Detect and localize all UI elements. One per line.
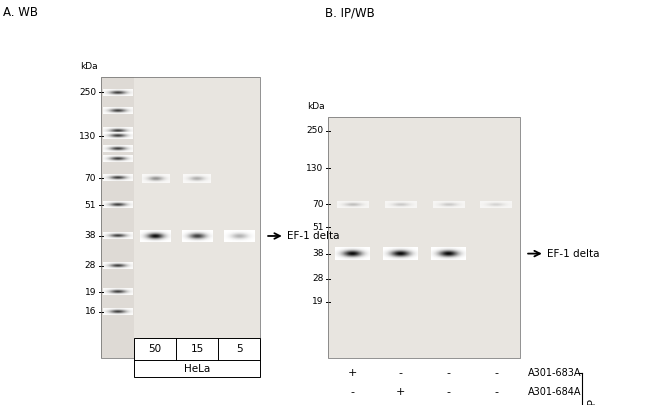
Text: 250: 250 xyxy=(307,126,324,135)
Text: 51: 51 xyxy=(84,200,96,209)
Text: 15: 15 xyxy=(190,344,203,354)
Bar xyxy=(101,77,260,358)
Bar xyxy=(134,338,260,377)
Text: HeLa: HeLa xyxy=(184,364,210,374)
Text: -: - xyxy=(398,368,402,378)
Text: 250: 250 xyxy=(79,88,96,97)
Text: EF-1 delta: EF-1 delta xyxy=(287,231,339,241)
Text: 51: 51 xyxy=(312,223,324,232)
Text: 38: 38 xyxy=(84,232,96,241)
Text: A. WB: A. WB xyxy=(3,6,38,19)
Text: 70: 70 xyxy=(84,174,96,183)
Text: -: - xyxy=(494,368,498,378)
Text: A301-683A: A301-683A xyxy=(528,368,581,378)
Text: B. IP/WB: B. IP/WB xyxy=(325,6,375,19)
Text: IP: IP xyxy=(587,397,597,405)
Text: kDa: kDa xyxy=(307,102,325,111)
Text: EF-1 delta: EF-1 delta xyxy=(547,249,599,259)
Text: 19: 19 xyxy=(312,297,324,306)
Text: 38: 38 xyxy=(312,249,324,258)
Bar xyxy=(328,117,520,358)
Text: -: - xyxy=(350,388,354,397)
Text: +: + xyxy=(395,388,405,397)
Text: 70: 70 xyxy=(312,200,324,209)
Text: 28: 28 xyxy=(312,275,324,284)
Text: -: - xyxy=(446,368,450,378)
Text: -: - xyxy=(446,388,450,397)
Bar xyxy=(101,77,260,358)
Text: 5: 5 xyxy=(236,344,242,354)
Text: +: + xyxy=(348,368,357,378)
Text: kDa: kDa xyxy=(80,62,98,71)
Text: 16: 16 xyxy=(84,307,96,316)
Text: -: - xyxy=(494,388,498,397)
Text: A301-684A: A301-684A xyxy=(528,388,581,397)
Text: 130: 130 xyxy=(79,132,96,141)
Bar xyxy=(328,117,520,358)
Text: 50: 50 xyxy=(149,344,162,354)
Text: 130: 130 xyxy=(306,164,324,173)
Text: 28: 28 xyxy=(84,261,96,270)
Bar xyxy=(101,77,134,358)
Text: 19: 19 xyxy=(84,288,96,297)
